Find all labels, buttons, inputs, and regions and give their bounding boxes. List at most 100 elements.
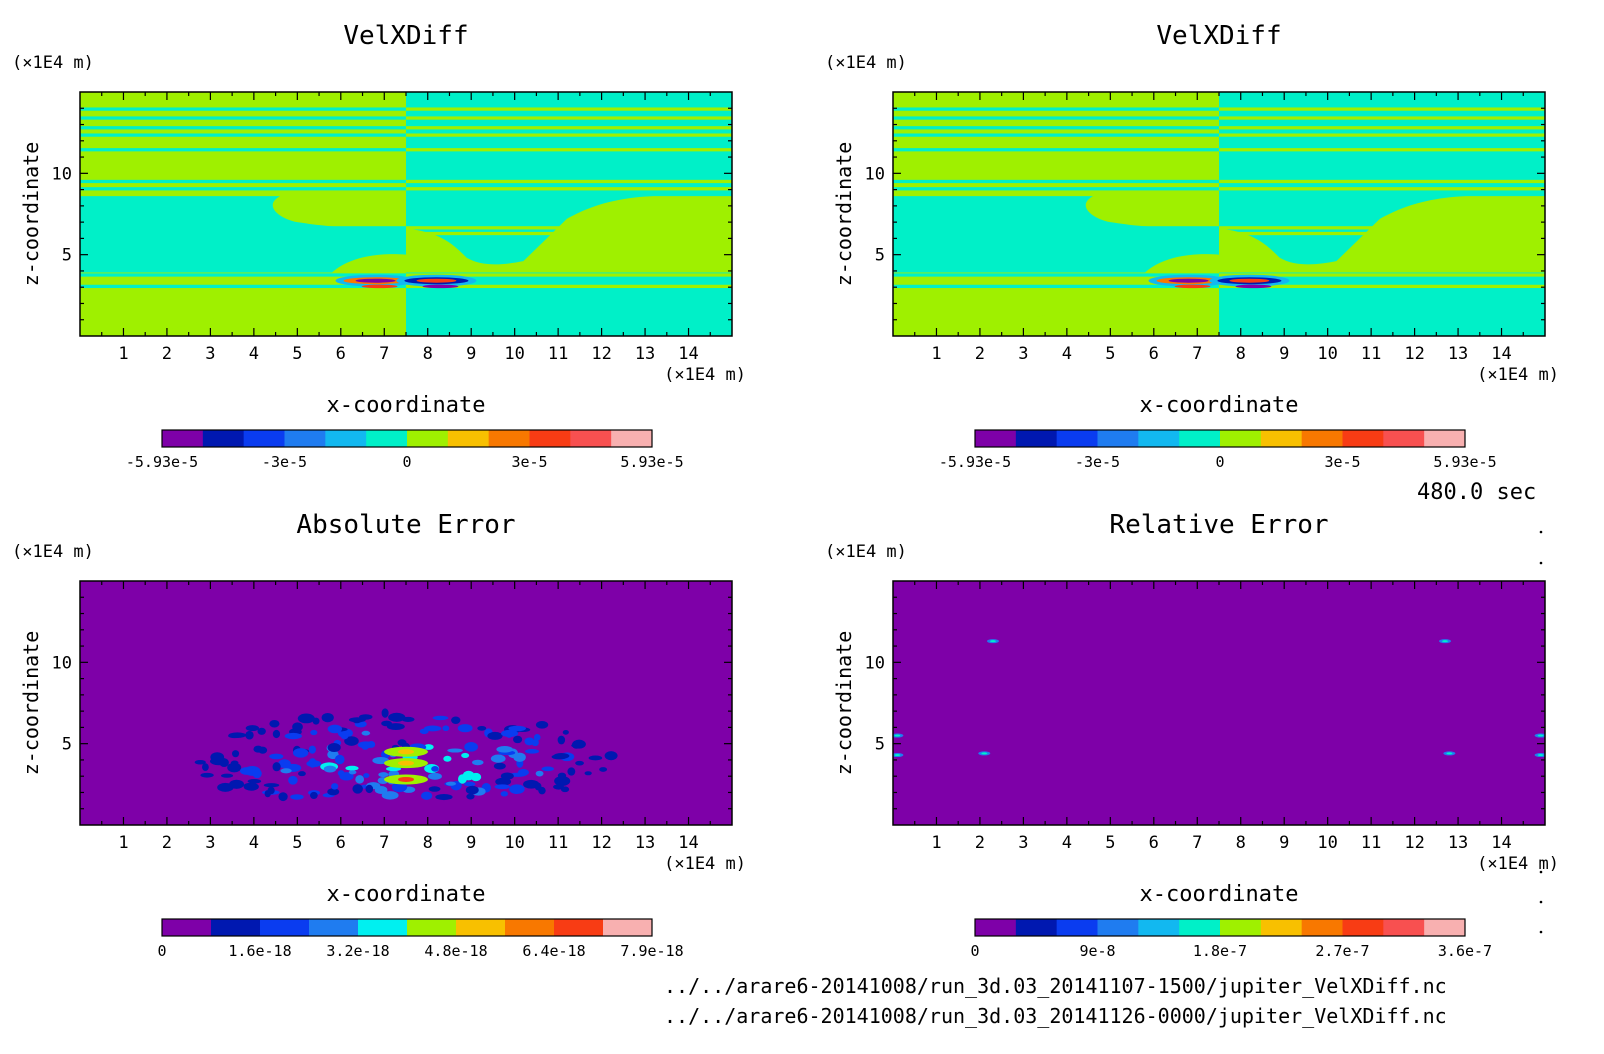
x-tick-label: 14 <box>1491 833 1511 853</box>
error-blob <box>465 785 479 795</box>
error-blob <box>269 719 280 728</box>
bottom-left <box>145 296 406 336</box>
colorbar-label: 5.93e-5 <box>620 453 683 471</box>
error-spot <box>894 734 901 737</box>
error-blob <box>388 712 406 722</box>
colorbar-cell <box>1220 919 1262 936</box>
x-tick-label: 1 <box>118 344 128 364</box>
x-tick-label: 10 <box>1317 344 1337 364</box>
y-axis-label: z-coordinate <box>832 631 856 776</box>
colorbar-cell <box>456 919 506 936</box>
y-unit-label: (×1E4 m) <box>825 53 907 73</box>
x-tick-label: 10 <box>504 344 524 364</box>
error-blob <box>292 748 309 758</box>
error-blob <box>599 767 608 772</box>
error-blob <box>232 750 240 758</box>
plot-area <box>893 92 1545 336</box>
band <box>80 284 406 289</box>
error-blob <box>374 786 388 794</box>
band <box>893 126 1219 130</box>
x-tick-label: 8 <box>423 344 433 364</box>
band <box>1219 116 1545 120</box>
colorbar-cell <box>505 919 555 936</box>
x-tick-label: 14 <box>678 344 698 364</box>
error-blob <box>297 713 315 724</box>
error-blob <box>245 725 260 732</box>
x-tick-label: 10 <box>1317 833 1337 853</box>
error-blob <box>477 725 487 731</box>
error-blob <box>554 776 571 787</box>
colorbar-label: 3e-5 <box>1324 453 1360 471</box>
error-core <box>398 749 414 755</box>
error-blob <box>531 739 539 747</box>
band <box>893 284 1219 289</box>
colorbar-cell <box>1138 430 1180 447</box>
error-blob <box>466 793 475 800</box>
error-blob <box>381 708 389 718</box>
error-spot <box>1442 640 1449 643</box>
edge-dot <box>1539 930 1543 934</box>
band <box>80 107 406 111</box>
error-blob <box>553 752 570 759</box>
file-path-1: ../../arare6-20141008/run_3d.03_20141107… <box>664 974 1447 998</box>
panel-velxdiff: VelXDiff(×1E4 m)1 2 3 4 5 6 7 8 9 10 11 12 13 14510(×… <box>825 21 1559 471</box>
edge-dot <box>1539 870 1543 874</box>
blob <box>893 196 1219 273</box>
x-tick-label: 6 <box>336 344 346 364</box>
error-blob <box>309 791 318 800</box>
colorbar-label: 4.8e-18 <box>424 942 487 960</box>
error-spot <box>1446 752 1453 755</box>
y-tick-label: 5 <box>875 735 885 755</box>
x-tick-label: 13 <box>1448 833 1468 853</box>
x-tick-label: 3 <box>205 833 215 853</box>
jet <box>416 278 457 283</box>
colorbar-label: -3e-5 <box>1075 453 1120 471</box>
error-blob <box>365 784 374 794</box>
colorbar-label: 3.2e-18 <box>326 942 389 960</box>
x-unit-label: (×1E4 m) <box>664 854 746 874</box>
error-blob <box>280 768 292 774</box>
error-blob <box>252 768 262 779</box>
band <box>1219 133 1545 137</box>
colorbar-cell <box>611 430 653 447</box>
band <box>893 273 1219 277</box>
error-blob <box>534 782 542 791</box>
bottom-left <box>958 296 1219 336</box>
colorbar-cell <box>1260 919 1303 936</box>
error-blob <box>298 771 306 777</box>
error-blob <box>500 791 509 797</box>
colorbar-cell <box>1138 919 1180 936</box>
band <box>80 179 406 184</box>
x-tick-label: 3 <box>205 344 215 364</box>
error-core <box>398 760 414 766</box>
colorbar-cell <box>1260 430 1303 447</box>
error-blob <box>308 745 316 754</box>
colorbar-cell <box>211 919 261 936</box>
panel-absolute-error: Absolute Error(×1E4 m)1 2 3 4 5 6 7 8 9 10 11 12 13 1… <box>12 510 746 960</box>
band <box>80 148 406 152</box>
y-unit-label: (×1E4 m) <box>12 53 94 73</box>
error-blob <box>290 794 304 800</box>
colorbar-label: 6.4e-18 <box>522 942 585 960</box>
x-tick-label: 9 <box>466 833 476 853</box>
jet <box>361 284 398 289</box>
error-blob <box>493 762 506 770</box>
x-axis-label: x-coordinate <box>1140 393 1299 418</box>
colorbar-cell <box>1056 919 1098 936</box>
error-blob <box>267 786 275 795</box>
x-unit-label: (×1E4 m) <box>1477 854 1559 874</box>
band <box>406 187 732 191</box>
x-axis-label: x-coordinate <box>327 882 486 907</box>
jet <box>1174 284 1211 289</box>
band <box>1219 126 1545 130</box>
x-tick-label: 4 <box>249 833 259 853</box>
x-tick-label: 9 <box>466 344 476 364</box>
error-blob <box>604 751 618 761</box>
colorbar-cell <box>1179 430 1221 447</box>
y-tick-label: 5 <box>62 735 72 755</box>
colorbar-label: 0 <box>157 942 166 960</box>
x-tick-label: 4 <box>1062 833 1072 853</box>
x-tick-label: 12 <box>591 833 611 853</box>
band <box>1219 284 1545 289</box>
